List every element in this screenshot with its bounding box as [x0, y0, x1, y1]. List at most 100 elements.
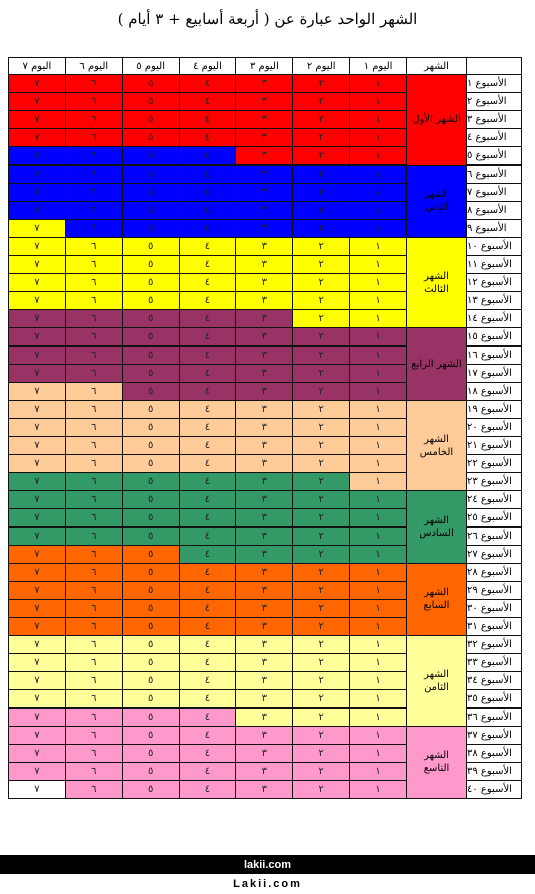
day-cell: ١	[349, 200, 407, 220]
day-cell: ٥	[121, 436, 180, 456]
day-cell: ٥	[121, 707, 180, 727]
day-cell: ٤	[178, 761, 237, 781]
week-label: الأسبوع ١٨	[466, 381, 522, 401]
day-cell: ٧	[8, 164, 66, 184]
day-cell: ٣	[235, 74, 294, 94]
day-cell: ١	[349, 472, 407, 492]
week-label: الأسبوع ٣٩	[466, 761, 522, 781]
day-cell: ٣	[235, 345, 294, 365]
day-cell: ٣	[235, 761, 294, 781]
day-cell: ١	[349, 598, 407, 618]
day-cell: ٤	[178, 508, 237, 528]
day-cell: ٥	[121, 472, 180, 492]
day-cell: ٣	[235, 743, 294, 763]
day-cell: ٣	[235, 236, 294, 256]
day-cell: ٥	[121, 417, 180, 437]
day-cell: ٦	[64, 454, 123, 474]
day-cell: ٦	[64, 508, 123, 528]
day-cell: ١	[349, 291, 407, 311]
day-cell: ٣	[235, 544, 294, 564]
day-cell: ٥	[121, 508, 180, 528]
day-cell: ٥	[121, 182, 180, 202]
week-label: الأسبوع ٦	[466, 164, 522, 184]
week-label: الأسبوع ٢٥	[466, 508, 522, 528]
day-cell: ٣	[235, 454, 294, 474]
week-label: الأسبوع ٨	[466, 200, 522, 220]
day-cell: ٦	[64, 779, 123, 799]
day-cell: ١	[349, 562, 407, 582]
day-cell: ٣	[235, 273, 294, 293]
day-cell: ٤	[178, 255, 237, 275]
day-cell: ٦	[64, 182, 123, 202]
month-label: الشهر التاسع	[406, 725, 467, 799]
day-cell: ٥	[121, 399, 180, 419]
day-cell: ٦	[64, 671, 123, 691]
day-cell: ٧	[8, 92, 66, 112]
week-label: الأسبوع ٣١	[466, 617, 522, 637]
day-cell: ٣	[235, 472, 294, 492]
day-cell: ١	[349, 417, 407, 437]
day-cell: ٤	[178, 309, 237, 329]
day-cell: ٢	[292, 417, 351, 437]
day-cell: ٣	[235, 399, 294, 419]
day-cell: ٢	[292, 381, 351, 401]
pregnancy-calendar-table: الشهر اليوم ١ اليوم ٢ اليوم ٣ اليوم ٤ اليوم ٥…	[8, 57, 522, 799]
day-cell: ٣	[235, 490, 294, 510]
day-cell: ٢	[292, 472, 351, 492]
day-cell: ٧	[8, 490, 66, 510]
day-cell: ٤	[178, 779, 237, 799]
day-cell: ٥	[121, 291, 180, 311]
header-day-5: اليوم ٥	[121, 57, 180, 75]
day-cell: ٤	[178, 273, 237, 293]
day-cell: ٢	[292, 761, 351, 781]
day-cell: ٢	[292, 635, 351, 655]
month-label: الشهر الثالث	[406, 236, 467, 329]
week-label: الأسبوع ٣٧	[466, 725, 522, 745]
day-cell: ١	[349, 671, 407, 691]
header-day-4: اليوم ٤	[178, 57, 237, 75]
day-cell: ٦	[64, 327, 123, 347]
day-cell: ٤	[178, 236, 237, 256]
day-cell: ١	[349, 399, 407, 419]
day-cell: ١	[349, 490, 407, 510]
day-cell: ١	[349, 454, 407, 474]
day-cell: ٢	[292, 671, 351, 691]
day-cell: ٥	[121, 580, 180, 600]
day-cell: ٧	[8, 399, 66, 419]
day-cell: ٦	[64, 218, 123, 238]
day-cell: ٥	[121, 725, 180, 745]
day-cell: ٤	[178, 218, 237, 238]
day-cell: ٢	[292, 725, 351, 745]
day-cell: ٣	[235, 146, 294, 166]
day-cell: ٣	[235, 255, 294, 275]
day-cell: ٥	[121, 92, 180, 112]
day-cell: ٢	[292, 345, 351, 365]
day-cell: ٦	[64, 562, 123, 582]
week-label: الأسبوع ٢٠	[466, 417, 522, 437]
day-cell: ٦	[64, 707, 123, 727]
day-cell: ٦	[64, 598, 123, 618]
day-cell: ٥	[121, 381, 180, 401]
day-cell: ١	[349, 273, 407, 293]
day-cell: ٢	[292, 92, 351, 112]
day-cell: ٧	[8, 436, 66, 456]
day-cell: ٤	[178, 562, 237, 582]
day-cell: ٣	[235, 562, 294, 582]
day-cell: ٢	[292, 562, 351, 582]
day-cell: ٢	[292, 526, 351, 546]
day-cell: ٤	[178, 291, 237, 311]
day-cell: ٢	[292, 255, 351, 275]
day-cell: ٤	[178, 399, 237, 419]
day-cell: ٥	[121, 598, 180, 618]
day-cell: ٧	[8, 255, 66, 275]
week-label: الأسبوع ٢٣	[466, 472, 522, 492]
day-cell: ٦	[64, 92, 123, 112]
week-label: الأسبوع ٣	[466, 110, 522, 130]
header-day-2: اليوم ٢	[292, 57, 351, 75]
day-cell: ٤	[178, 454, 237, 474]
week-label: الأسبوع ١٠	[466, 236, 522, 256]
day-cell: ٧	[8, 309, 66, 329]
day-cell: ٢	[292, 689, 351, 709]
day-cell: ٦	[64, 653, 123, 673]
day-cell: ٦	[64, 635, 123, 655]
